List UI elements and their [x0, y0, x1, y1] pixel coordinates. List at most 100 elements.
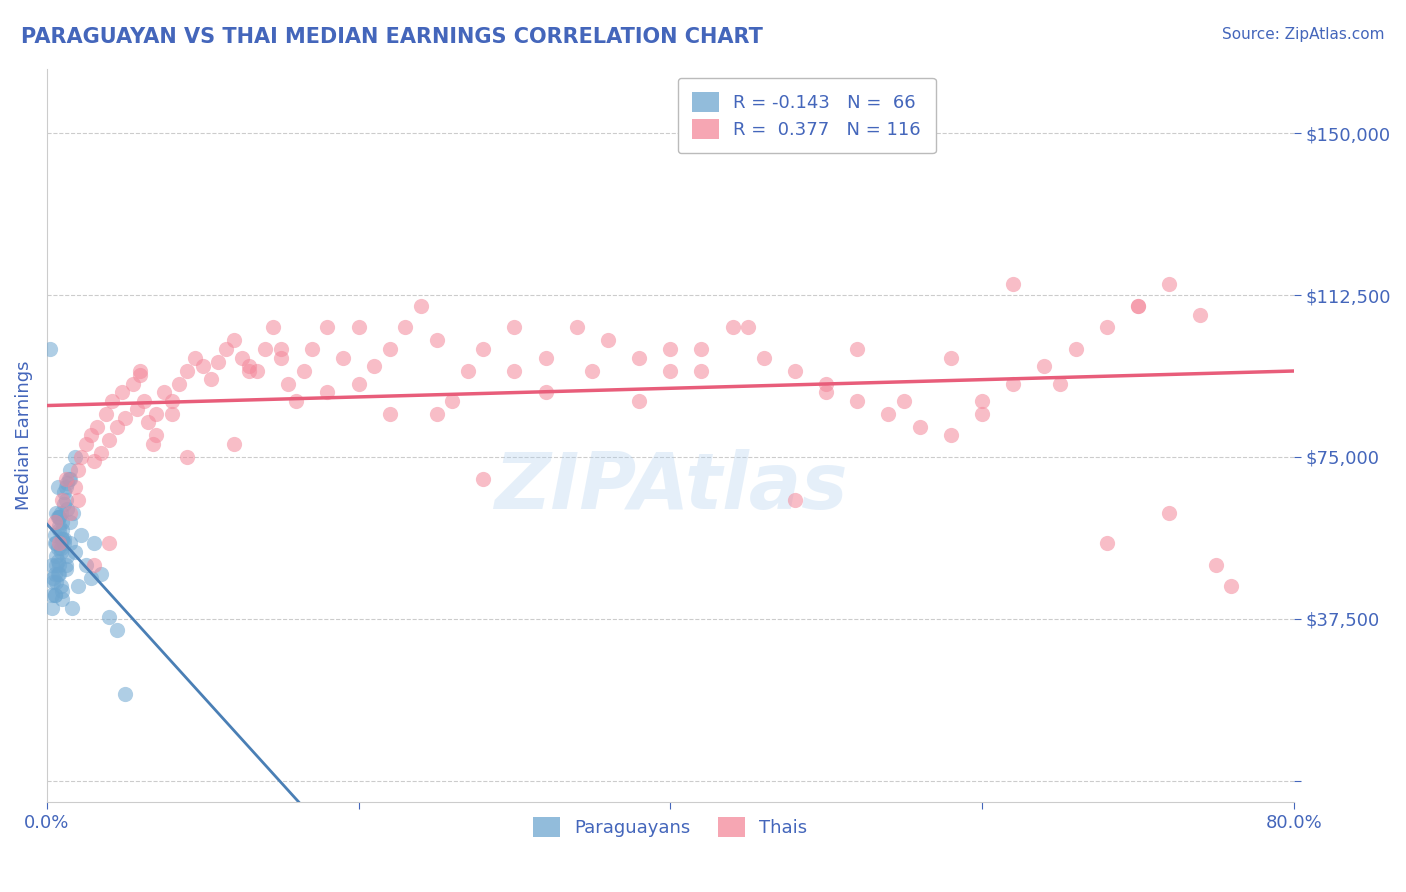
Point	[53, 532, 76, 546]
Point	[877, 407, 900, 421]
Point	[1189, 308, 1212, 322]
Point	[534, 351, 557, 365]
Point	[63, 480, 86, 494]
Point	[39, 342, 62, 356]
Point	[132, 393, 155, 408]
Point	[409, 299, 432, 313]
Point	[44, 527, 66, 541]
Point	[441, 393, 464, 408]
Point	[83, 536, 105, 550]
Point	[721, 320, 744, 334]
Point	[347, 320, 370, 334]
Point	[783, 364, 806, 378]
Point	[49, 541, 72, 555]
Point	[114, 687, 136, 701]
Point	[1002, 376, 1025, 391]
Point	[425, 407, 447, 421]
Point	[472, 471, 495, 485]
Point	[86, 419, 108, 434]
Point	[49, 579, 72, 593]
Point	[79, 571, 101, 585]
Point	[129, 364, 152, 378]
Point	[79, 428, 101, 442]
Point	[176, 364, 198, 378]
Point	[41, 601, 63, 615]
Point	[44, 536, 66, 550]
Point	[59, 536, 82, 550]
Point	[659, 342, 682, 356]
Point	[129, 368, 152, 382]
Point	[332, 351, 354, 365]
Point	[83, 558, 105, 572]
Point	[846, 342, 869, 356]
Point	[169, 376, 191, 391]
Point	[1095, 320, 1118, 334]
Point	[939, 351, 962, 365]
Y-axis label: Median Earnings: Median Earnings	[15, 360, 32, 510]
Point	[46, 566, 69, 581]
Point	[51, 592, 73, 607]
Point	[56, 549, 79, 564]
Point	[55, 558, 77, 572]
Point	[176, 450, 198, 464]
Point	[51, 524, 73, 538]
Point	[628, 351, 651, 365]
Point	[56, 475, 79, 490]
Point	[152, 385, 174, 400]
Point	[628, 393, 651, 408]
Point	[1157, 506, 1180, 520]
Point	[53, 536, 76, 550]
Point	[145, 407, 167, 421]
Point	[565, 320, 588, 334]
Point	[457, 364, 479, 378]
Point	[45, 536, 67, 550]
Point	[184, 351, 207, 365]
Point	[70, 527, 93, 541]
Point	[1220, 579, 1243, 593]
Point	[42, 575, 65, 590]
Point	[51, 532, 73, 546]
Point	[63, 450, 86, 464]
Point	[48, 510, 70, 524]
Point	[41, 588, 63, 602]
Point	[45, 506, 67, 520]
Point	[270, 351, 292, 365]
Point	[55, 480, 77, 494]
Point	[41, 558, 63, 572]
Point	[94, 407, 117, 421]
Point	[939, 428, 962, 442]
Point	[301, 342, 323, 356]
Point	[262, 320, 284, 334]
Point	[1126, 299, 1149, 313]
Point	[246, 364, 269, 378]
Point	[55, 562, 77, 576]
Point	[347, 376, 370, 391]
Point	[46, 480, 69, 494]
Point	[48, 524, 70, 538]
Point	[472, 342, 495, 356]
Point	[49, 545, 72, 559]
Point	[970, 393, 993, 408]
Point	[277, 376, 299, 391]
Point	[46, 553, 69, 567]
Point	[690, 364, 713, 378]
Point	[49, 506, 72, 520]
Point	[59, 506, 82, 520]
Point	[160, 407, 183, 421]
Point	[121, 376, 143, 391]
Point	[145, 428, 167, 442]
Point	[46, 510, 69, 524]
Point	[48, 566, 70, 581]
Point	[908, 419, 931, 434]
Point	[105, 419, 128, 434]
Point	[534, 385, 557, 400]
Text: PARAGUAYAN VS THAI MEDIAN EARNINGS CORRELATION CHART: PARAGUAYAN VS THAI MEDIAN EARNINGS CORRE…	[21, 27, 763, 46]
Point	[285, 393, 308, 408]
Point	[59, 515, 82, 529]
Point	[815, 385, 838, 400]
Point	[394, 320, 416, 334]
Point	[215, 342, 238, 356]
Point	[222, 437, 245, 451]
Point	[98, 609, 121, 624]
Legend: Paraguayans, Thais: Paraguayans, Thais	[526, 810, 814, 845]
